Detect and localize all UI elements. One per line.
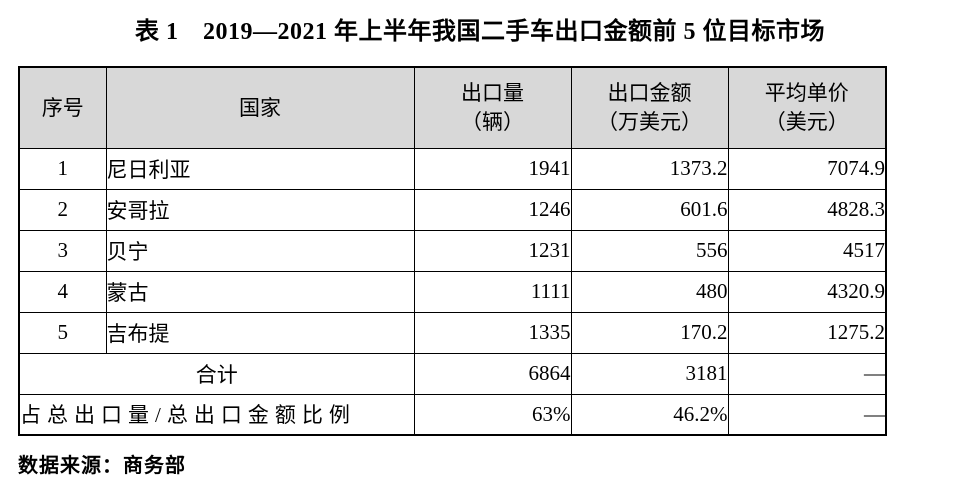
header-row: 序号 国家 出口量 （辆） 出口金额 （万美元） 平均单价 （美元） (18, 66, 887, 149)
data-source-note: 数据来源：商务部 (18, 455, 186, 477)
cell-price: 4320.9 (727, 270, 887, 313)
cell-volume: 1941 (413, 147, 572, 190)
table-row: 3 贝宁 1231 556 4517 (18, 229, 887, 272)
table-header: 序号 国家 出口量 （辆） 出口金额 （万美元） 平均单价 （美元） (18, 66, 887, 149)
ratio-volume: 63% (413, 393, 572, 436)
ratio-row: 占总出口量/总出口金额比例 63% 46.2% — (18, 393, 887, 436)
cell-price: 4828.3 (727, 188, 887, 231)
header-cell-volume: 出口量 （辆） (413, 66, 572, 149)
total-price: — (727, 352, 887, 395)
total-volume: 6864 (413, 352, 572, 395)
total-amount: 3181 (570, 352, 729, 395)
cell-country: 贝宁 (105, 229, 415, 272)
cell-price: 7074.9 (727, 147, 887, 190)
cell-no: 4 (18, 270, 107, 313)
cell-country: 蒙古 (105, 270, 415, 313)
table-row: 4 蒙古 1111 480 4320.9 (18, 270, 887, 313)
cell-volume: 1231 (413, 229, 572, 272)
total-label: 合计 (18, 352, 415, 395)
cell-volume: 1335 (413, 311, 572, 354)
cell-amount: 601.6 (570, 188, 729, 231)
table-title: 表 1 2019—2021 年上半年我国二手车出口金额前 5 位目标市场 (135, 19, 825, 45)
cell-country: 尼日利亚 (105, 147, 415, 190)
cell-no: 2 (18, 188, 107, 231)
cell-price: 4517 (727, 229, 887, 272)
header-cell-price: 平均单价 （美元） (727, 66, 887, 149)
table-body: 1 尼日利亚 1941 1373.2 7074.9 2 安哥拉 1246 601… (18, 147, 887, 436)
ratio-label: 占总出口量/总出口金额比例 (18, 393, 415, 436)
ratio-price: — (727, 393, 887, 436)
cell-amount: 480 (570, 270, 729, 313)
export-markets-table: 序号 国家 出口量 （辆） 出口金额 （万美元） 平均单价 （美元） 1 尼日利… (18, 66, 887, 436)
table-row: 1 尼日利亚 1941 1373.2 7074.9 (18, 147, 887, 190)
cell-country: 吉布提 (105, 311, 415, 354)
cell-price: 1275.2 (727, 311, 887, 354)
cell-country: 安哥拉 (105, 188, 415, 231)
header-cell-amount: 出口金额 （万美元） (570, 66, 729, 149)
cell-amount: 1373.2 (570, 147, 729, 190)
table-row: 5 吉布提 1335 170.2 1275.2 (18, 311, 887, 354)
cell-amount: 170.2 (570, 311, 729, 354)
cell-no: 5 (18, 311, 107, 354)
total-row: 合计 6864 3181 — (18, 352, 887, 395)
header-cell-no: 序号 (18, 66, 107, 149)
cell-volume: 1111 (413, 270, 572, 313)
header-cell-country: 国家 (105, 66, 415, 149)
cell-no: 3 (18, 229, 107, 272)
cell-volume: 1246 (413, 188, 572, 231)
ratio-amount: 46.2% (570, 393, 729, 436)
cell-no: 1 (18, 147, 107, 190)
table-row: 2 安哥拉 1246 601.6 4828.3 (18, 188, 887, 231)
cell-amount: 556 (570, 229, 729, 272)
